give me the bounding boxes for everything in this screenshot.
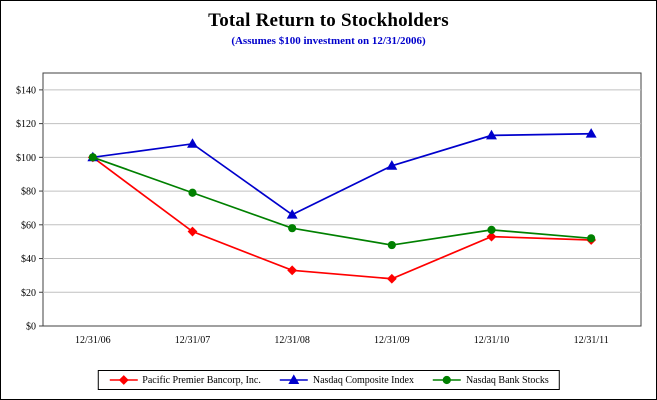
y-tick-label: $140 <box>16 85 36 96</box>
series-line-1 <box>92 132 592 216</box>
y-tick-label: $20 <box>21 288 36 299</box>
diamond-marker-icon <box>287 265 298 276</box>
x-tick-label: 12/31/08 <box>274 335 310 346</box>
diamond-marker-icon <box>486 231 497 242</box>
y-tick-label: $40 <box>21 254 36 265</box>
circle-marker-icon <box>88 153 97 162</box>
y-tick-label: $120 <box>16 119 36 130</box>
legend-label: Pacific Premier Bancorp, Inc. <box>142 374 261 386</box>
circle-marker-icon <box>442 375 452 385</box>
legend-line-icon <box>432 375 461 385</box>
legend-item-0: Pacific Premier Bancorp, Inc. <box>108 374 261 386</box>
series-line-0 <box>92 156 592 280</box>
legend-label: Nasdaq Bank Stocks <box>465 374 549 386</box>
triangle-marker-icon <box>486 129 497 140</box>
legend-label: Nasdaq Composite Index <box>312 374 414 386</box>
triangle-marker-icon <box>288 374 300 384</box>
x-tick-label: 12/31/07 <box>175 335 211 346</box>
circle-marker-icon <box>487 225 496 234</box>
y-tick-label: $80 <box>21 187 36 198</box>
x-tick-label: 12/31/10 <box>474 335 510 346</box>
diamond-marker-icon <box>386 273 397 284</box>
triangle-marker-icon <box>585 128 597 138</box>
legend-line-icon <box>279 374 308 384</box>
circle-marker-icon <box>587 234 596 243</box>
triangle-marker-icon <box>386 160 398 170</box>
chart-title: Total Return to Stockholders <box>208 10 449 31</box>
y-tick-label: $100 <box>16 153 36 164</box>
circle-marker-icon <box>387 240 396 250</box>
triangle-marker-icon <box>187 138 198 148</box>
legend-item-1: Nasdaq Composite Index <box>279 374 414 386</box>
legend-line-icon <box>109 375 138 385</box>
x-tick-label: 12/31/06 <box>75 335 111 346</box>
diamond-marker-icon <box>118 375 129 385</box>
circle-marker-icon <box>288 224 297 233</box>
y-tick-label: $0 <box>26 322 36 333</box>
legend: Pacific Premier Bancorp, Inc. Nasdaq Comp… <box>97 370 560 390</box>
legend-item-2: Nasdaq Bank Stocks <box>432 374 549 386</box>
x-tick-label: 12/31/11 <box>574 335 609 346</box>
triangle-marker-icon <box>286 209 298 219</box>
x-tick-label: 12/31/09 <box>374 335 410 346</box>
series-line-2 <box>92 156 592 246</box>
circle-marker-icon <box>188 188 197 197</box>
diamond-marker-icon <box>187 226 198 237</box>
chart-subtitle: (Assumes $100 investment on 12/31/2006) <box>231 35 426 47</box>
plot-border <box>42 72 642 327</box>
y-tick-label: $60 <box>21 220 36 231</box>
plot-area: $0 $20 $40 $60 $80 $100 $120 $140 12/31/06 12/31/… <box>16 72 642 346</box>
